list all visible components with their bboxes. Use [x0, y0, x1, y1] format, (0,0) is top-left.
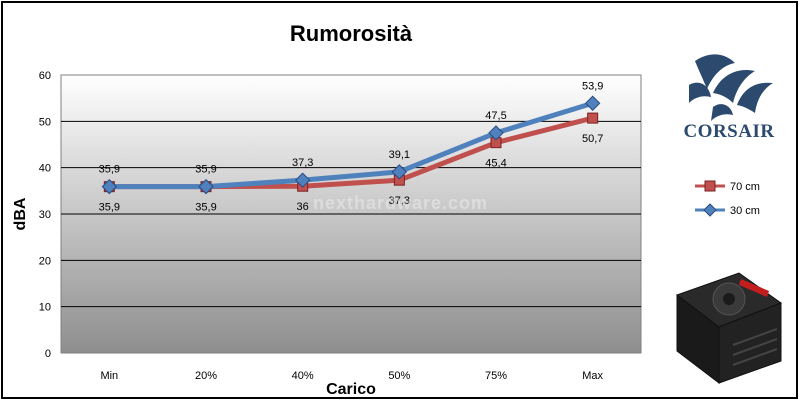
data-point: [198, 178, 214, 195]
corsair-brand-text: CORSAIR: [683, 121, 775, 142]
x-tick-labels: Min 20% 40% 50% 75% Max: [100, 370, 603, 382]
x-tick-label: 20%: [195, 370, 217, 382]
x-axis-title: Carico: [326, 381, 376, 398]
y-tick-label: 10: [39, 302, 51, 314]
legend-marker: [704, 180, 716, 192]
series-line: [109, 100, 594, 190]
data-label: 35,9: [99, 164, 120, 176]
x-tick-label: Max: [582, 370, 603, 382]
data-label: 37,3: [389, 195, 410, 207]
x-tick-label: Min: [100, 370, 118, 382]
data-point: [294, 172, 311, 188]
data-point: [488, 125, 504, 141]
legend: 70 cm 30 cm: [695, 180, 760, 217]
data-label: 35,9: [99, 202, 120, 214]
x-tick-label: 40%: [292, 370, 314, 382]
power-supply-image: [675, 272, 783, 385]
data-label: 39,1: [389, 149, 410, 161]
data-label: 47,5: [485, 110, 506, 122]
y-tick-label: 60: [39, 70, 51, 82]
y-tick-label: 50: [39, 116, 51, 128]
data-labels: 35,9 35,9 36 37,3 45,4 50,7 35,9 35,9 37,3 39,1 47…: [99, 80, 604, 213]
data-label: 35,9: [195, 164, 216, 176]
data-label: 36: [297, 201, 309, 213]
corsair-sails-icon: [689, 54, 773, 121]
series-group: [101, 95, 601, 195]
legend-marker: [703, 203, 717, 217]
y-tick-label: 20: [39, 255, 51, 267]
data-label: 45,4: [485, 158, 506, 170]
y-tick-labels: 0 10 20 30 40 50 60: [39, 70, 51, 360]
data-label: 37,3: [292, 157, 313, 169]
data-point: [587, 112, 599, 124]
noise-chart: Rumorosità 0 10 20 30 40 50 60 Min 20% 40% 50% 75%…: [12, 21, 760, 398]
x-tick-label: 50%: [388, 370, 410, 382]
watermark: nexthardware.com: [313, 193, 489, 213]
chart-title: Rumorosità: [290, 21, 413, 46]
y-tick-label: 0: [45, 348, 51, 360]
legend-label: 30 cm: [730, 205, 760, 217]
y-tick-label: 40: [39, 163, 51, 175]
grid-lines: [61, 120, 641, 308]
data-point: [101, 178, 118, 195]
x-tick-label: 75%: [485, 370, 507, 382]
data-point: [391, 164, 408, 180]
chart-frame: Rumorosità 0 10 20 30 40 50 60 Min 20% 40% 50% 75%…: [1, 1, 798, 399]
y-axis-title: dBA: [12, 197, 29, 230]
data-point: [584, 95, 601, 111]
legend-label: 70 cm: [730, 181, 760, 193]
data-label: 35,9: [195, 202, 216, 214]
y-tick-label: 30: [39, 209, 51, 221]
data-label: 53,9: [582, 80, 603, 92]
data-label: 50,7: [582, 133, 603, 145]
